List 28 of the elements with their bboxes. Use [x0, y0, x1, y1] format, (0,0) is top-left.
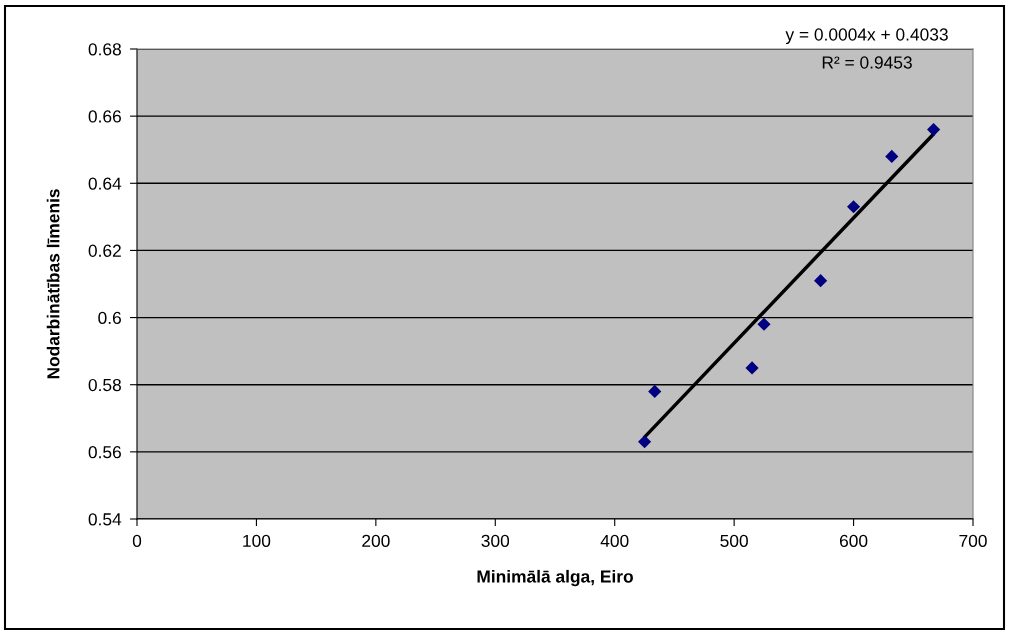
annotation: R² = 0.9453 — [822, 56, 912, 69]
y-tick-label: 0.64 — [88, 177, 122, 190]
point — [846, 200, 861, 214]
x-tick-label: 600 — [839, 534, 868, 548]
y-tick-label: 0.62 — [88, 244, 121, 257]
text: y = 0.0004x + 0.4033 — [785, 28, 948, 45]
x-tick-label: 500 — [720, 534, 748, 548]
point — [814, 274, 828, 288]
x-tick-label: 100 — [243, 534, 271, 548]
y-tick-label: 0.66 — [88, 110, 121, 123]
point — [885, 149, 899, 164]
x-tick-label: 700 — [959, 534, 987, 548]
point — [745, 361, 759, 375]
point — [757, 317, 771, 331]
point — [648, 384, 662, 399]
y-axis-title: Nodarbinātības līmenis — [46, 189, 60, 379]
y-tick-label: 0.68 — [88, 43, 121, 56]
point — [927, 122, 941, 137]
y-tick-label: 0.56 — [88, 446, 121, 459]
x-axis-title: Minimālā alga, Eiro — [477, 569, 633, 587]
x-tick-label: 400 — [600, 534, 629, 548]
x-tick-label: 200 — [362, 534, 390, 548]
x-tick-label: 300 — [481, 534, 510, 548]
y-tick-label: 0.6 — [98, 311, 121, 325]
y-tick-label: 0.54 — [88, 513, 122, 526]
point — [637, 435, 652, 449]
x-tick-label: 0 — [132, 534, 142, 548]
y-tick-label: 0.58 — [88, 378, 121, 392]
